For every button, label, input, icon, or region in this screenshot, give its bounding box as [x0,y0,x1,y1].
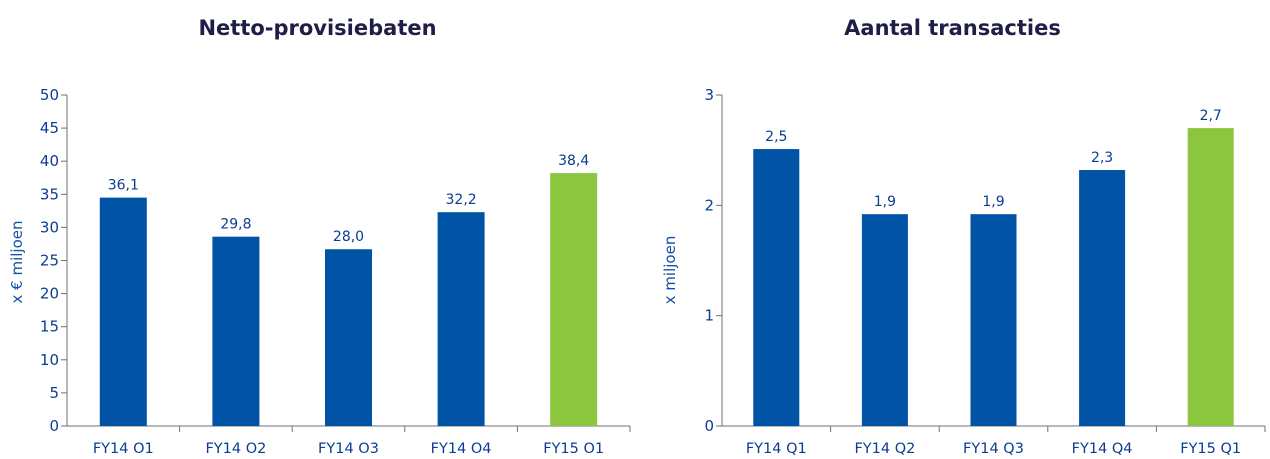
bar [550,173,598,426]
bar-chart-transactions: 0 1 2 3 x miljoen 2,5 FY14 Q1 1,9 FY14 Q2 1,9 FY14… [661,86,1266,457]
y-axis-label: x miljoen [661,236,679,305]
x-tick-label: FY14 Q1 [746,441,807,457]
bar [99,197,147,426]
y-tick-label: 0 [49,417,59,435]
bar [861,214,908,426]
y-tick-label: 0 [704,417,714,435]
chart-panel-commission: Netto-provisiebaten 0 5 10 15 20 25 30 35 40 45 50… [8,16,631,457]
data-label: 28,0 [333,229,364,245]
x-tick-label: FY14 Q3 [963,441,1024,457]
data-label: 2,3 [1091,150,1113,166]
x-tick-label: FY14 O2 [205,441,266,457]
bar [970,214,1017,426]
y-tick-label: 20 [40,285,59,303]
y-axis-label: x € miljoen [8,221,26,304]
y-tick-label: 10 [40,351,59,369]
chart-title: Netto-provisiebaten [198,16,437,40]
x-tick-label: FY14 Q2 [854,441,915,457]
y-tick-label: 50 [40,86,59,104]
data-label: 29,8 [220,217,251,233]
x-tick-label: FY14 O4 [431,441,492,457]
data-label: 1,9 [982,194,1004,210]
y-tick-label: 40 [40,152,59,170]
y-tick-label: 3 [704,86,714,104]
y-tick-label: 45 [40,119,59,137]
bar [753,149,800,426]
y-tick-label: 5 [49,384,59,402]
bar [325,249,372,426]
y-tick-label: 30 [40,218,59,236]
x-tick-label: FY15 O1 [543,441,604,457]
x-tick-label: FY15 Q1 [1180,441,1241,457]
y-tick-label: 1 [704,307,714,325]
data-label: 32,2 [446,192,477,208]
y-tick-label: 25 [40,252,59,270]
x-tick-label: FY14 O3 [318,441,379,457]
x-tick-label: FY14 O1 [93,441,154,457]
chart-title: Aantal transacties [844,16,1061,40]
chart-panel-transactions: Aantal transacties 0 1 2 3 x miljoen 2,5 FY14 … [635,0,1270,459]
data-label: 36,1 [108,178,139,194]
y-tick-label: 2 [704,196,714,214]
bar [212,236,260,426]
x-tick-label: FY14 Q4 [1072,441,1133,457]
data-label: 38,4 [558,153,589,169]
bar [1079,170,1126,426]
bar [437,212,485,426]
data-label: 2,5 [765,129,787,145]
data-label: 1,9 [874,194,896,210]
y-tick-label: 35 [40,185,59,203]
y-tick-label: 15 [40,318,59,336]
data-label: 2,7 [1200,108,1222,124]
bar-chart-commission: 0 5 10 15 20 25 30 35 40 45 50 x € miljoen 36,1 FY14 … [8,86,631,457]
bar [1187,128,1234,426]
